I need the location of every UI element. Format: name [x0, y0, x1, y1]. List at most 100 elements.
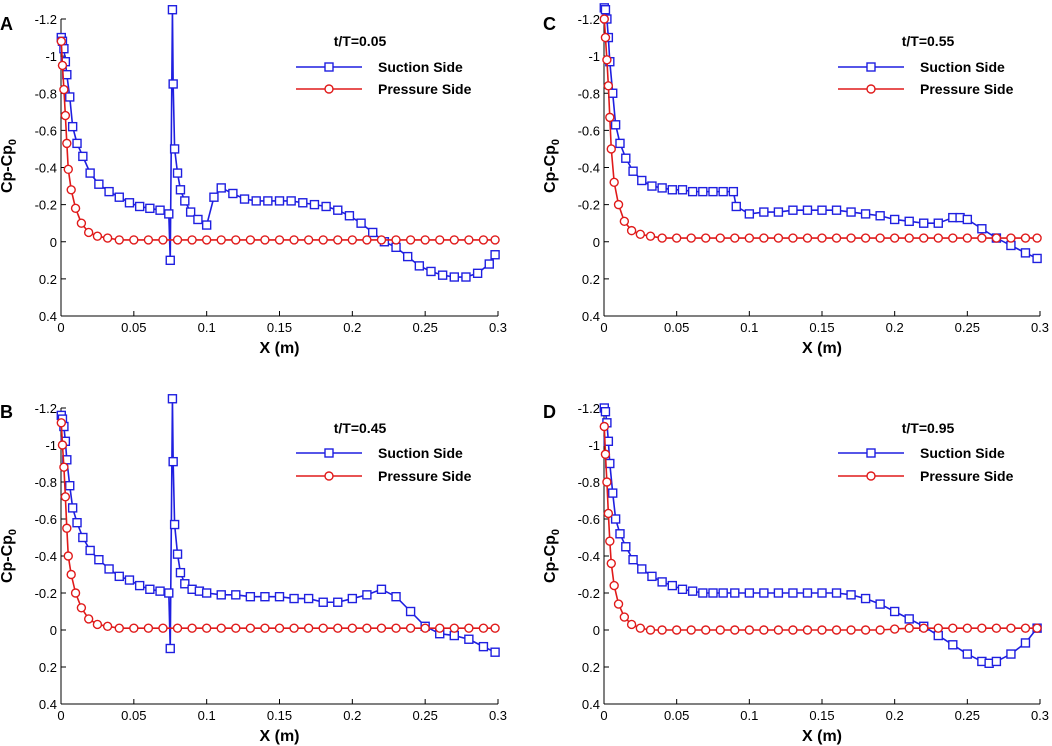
- pressure-point: [686, 625, 696, 635]
- pressure-point: [919, 623, 929, 633]
- y-tick-label: -0.2: [578, 198, 600, 213]
- suction-point: [216, 183, 226, 193]
- pressure-point: [948, 233, 958, 243]
- suction-point: [817, 588, 827, 598]
- y-tick-label: 0.4: [39, 697, 57, 712]
- x-tick-label: 0.3: [489, 708, 507, 723]
- pressure-point: [114, 235, 124, 245]
- suction-point: [919, 218, 929, 228]
- x-tick-label: 0: [600, 708, 607, 723]
- pressure-point: [478, 235, 489, 245]
- legend-pressure-label: Pressure Side: [920, 81, 1014, 97]
- pressure-point: [490, 623, 500, 633]
- x-tick-label: 0.1: [198, 320, 216, 335]
- y-axis-title-main: Cp-Cp: [0, 535, 16, 583]
- suction-point: [744, 209, 755, 219]
- suction-point: [1020, 638, 1031, 648]
- legend-suction-marker: [324, 62, 334, 72]
- suction-point: [728, 186, 739, 197]
- pressure-point: [63, 551, 73, 561]
- suction-point: [321, 201, 331, 212]
- pressure-point: [59, 462, 69, 472]
- suction-point: [391, 592, 401, 602]
- pressure-point: [420, 623, 430, 633]
- pressure-point: [599, 14, 609, 24]
- pressure-point: [701, 233, 711, 243]
- legend-title: t/T=0.95: [902, 420, 955, 436]
- suction-point: [621, 542, 631, 552]
- suction-point: [164, 588, 174, 598]
- pressure-point: [187, 623, 197, 633]
- pressure-point: [201, 235, 212, 245]
- panel-B: B t/T=0.45 0 0.05 0.1 0.15 0.2 0.25 0.3 -1.2 -1 -…: [0, 394, 507, 745]
- pressure-point: [158, 235, 168, 245]
- pressure-point: [347, 623, 358, 633]
- suction-point: [155, 586, 165, 596]
- y-tick-label: -0.2: [578, 586, 600, 601]
- suction-point: [67, 503, 78, 513]
- pressure-point: [143, 623, 154, 633]
- suction-point: [175, 567, 186, 578]
- suction-point: [169, 144, 180, 154]
- y-tick-label: 0.4: [39, 309, 57, 324]
- pressure-point: [603, 508, 614, 519]
- x-axis-title: X (m): [802, 728, 842, 745]
- pressure-point: [143, 235, 154, 245]
- suction-point: [472, 268, 483, 279]
- legend-pressure-label: Pressure Side: [378, 468, 472, 484]
- pressure-point: [391, 235, 401, 245]
- suction-point: [78, 151, 88, 162]
- pressure-point: [606, 558, 616, 569]
- suction-point: [759, 588, 769, 598]
- suction-point: [67, 121, 78, 132]
- suction-point: [72, 518, 82, 528]
- pressure-point: [347, 235, 358, 245]
- y-tick-label: -0.6: [578, 123, 600, 138]
- pressure-point: [605, 112, 615, 123]
- suction-point: [608, 88, 618, 98]
- suction-point: [788, 588, 798, 598]
- panel-letter: C: [543, 14, 556, 34]
- suction-point: [647, 571, 657, 582]
- suction-point: [628, 555, 638, 565]
- suction-point: [201, 220, 212, 230]
- y-tick-label: -0.2: [35, 198, 57, 213]
- x-axis-title: X (m): [802, 340, 842, 357]
- suction-point: [788, 205, 798, 215]
- suction-point: [124, 198, 135, 208]
- legend-suction-marker: [866, 448, 876, 458]
- suction-point: [180, 196, 190, 206]
- suction-point: [610, 514, 621, 524]
- pressure-point: [715, 625, 725, 635]
- legend-title: t/T=0.55: [902, 33, 955, 49]
- suction-point: [615, 138, 625, 149]
- panel-letter: D: [543, 402, 556, 422]
- pressure-point: [464, 623, 474, 633]
- suction-point: [239, 194, 250, 204]
- pressure-point: [744, 625, 755, 635]
- suction-point: [298, 198, 308, 208]
- pressure-point: [172, 623, 183, 633]
- legend-pressure-label: Pressure Side: [378, 81, 472, 97]
- suction-point: [251, 196, 261, 206]
- suction-point: [846, 590, 856, 600]
- pressure-point: [83, 614, 94, 624]
- pressure-point: [274, 623, 285, 633]
- suction-point: [484, 259, 494, 269]
- pressure-point: [92, 231, 103, 241]
- suction-point: [303, 593, 314, 604]
- pressure-point: [449, 235, 459, 245]
- pressure-point: [333, 235, 343, 245]
- legend-suction-label: Suction Side: [378, 59, 463, 75]
- legend-pressure-marker: [866, 84, 876, 94]
- y-axis-title-main: Cp-Cp: [542, 535, 559, 583]
- pressure-point: [62, 523, 72, 533]
- pressure-point: [609, 177, 619, 188]
- suction-point: [228, 188, 238, 199]
- pressure-point: [114, 623, 124, 633]
- legend-title: t/T=0.05: [334, 33, 387, 49]
- suction-point: [333, 597, 343, 607]
- x-tick-label: 0.2: [886, 320, 904, 335]
- y-axis-title-subscript: 0: [550, 139, 562, 145]
- suction-point: [698, 186, 708, 197]
